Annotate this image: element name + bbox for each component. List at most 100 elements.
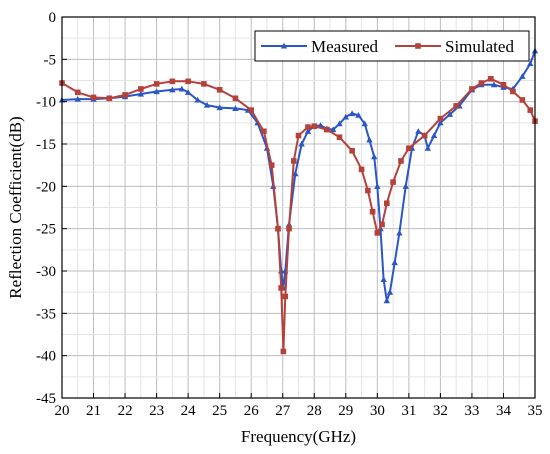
data-point xyxy=(349,147,355,154)
x-tick-label: 28 xyxy=(307,403,322,419)
x-tick-label: 25 xyxy=(212,403,227,419)
data-point xyxy=(469,86,475,92)
data-point xyxy=(106,95,113,102)
y-tick-label: -20 xyxy=(36,179,56,195)
data-point xyxy=(278,285,284,291)
data-point xyxy=(74,89,81,96)
data-point xyxy=(324,126,330,133)
series-layer xyxy=(58,47,539,355)
y-axis-title: Reflection Coefficient(dB) xyxy=(6,116,25,298)
data-point xyxy=(304,128,312,134)
data-point xyxy=(342,113,349,120)
data-point xyxy=(383,200,390,207)
data-point xyxy=(446,111,454,117)
data-point xyxy=(184,89,192,95)
data-point xyxy=(194,96,201,103)
data-point xyxy=(153,81,160,87)
data-point xyxy=(355,112,362,118)
data-point xyxy=(386,288,394,295)
x-tick-label: 26 xyxy=(244,403,260,419)
data-point xyxy=(374,183,381,189)
x-tick-label: 31 xyxy=(401,403,416,419)
data-point xyxy=(336,120,343,127)
x-tick-label: 30 xyxy=(370,403,385,419)
data-point xyxy=(138,86,144,92)
data-point xyxy=(232,105,239,111)
x-tick-label: 29 xyxy=(338,403,353,419)
legend-item-simulated: Simulated xyxy=(395,37,514,56)
x-axis-title: Frequency(GHz) xyxy=(241,427,356,446)
y-tick-label: 0 xyxy=(49,10,57,26)
data-point xyxy=(488,76,494,82)
data-point xyxy=(248,107,254,113)
data-point xyxy=(380,276,387,283)
axis-ticks: 20 21 22 23 24 25 26 27 28 29 30 31 32 33 34 35 0 -5 -10 -1… xyxy=(36,10,543,419)
data-point xyxy=(519,73,526,79)
x-tick-label: 20 xyxy=(55,403,70,419)
data-point xyxy=(74,95,81,102)
data-point xyxy=(203,101,211,108)
data-point xyxy=(370,153,378,160)
data-point xyxy=(298,140,305,147)
x-tick-label: 35 xyxy=(528,403,543,419)
data-point xyxy=(402,183,409,189)
data-point xyxy=(336,134,343,141)
y-tick-label: -5 xyxy=(44,52,57,68)
data-point xyxy=(305,124,311,130)
x-tick-label: 23 xyxy=(149,403,164,419)
data-point xyxy=(232,95,239,102)
data-point xyxy=(275,225,281,232)
data-point xyxy=(280,42,288,49)
data-point xyxy=(169,86,176,93)
data-point xyxy=(519,97,526,103)
data-point xyxy=(280,348,287,355)
data-point xyxy=(185,78,191,85)
data-point xyxy=(510,88,516,95)
x-tick-label: 24 xyxy=(181,403,197,419)
data-point xyxy=(527,107,534,113)
data-point xyxy=(153,88,160,95)
data-point xyxy=(122,92,128,98)
x-tick-label: 32 xyxy=(433,403,448,419)
data-point xyxy=(216,104,223,111)
data-point xyxy=(478,80,485,86)
data-point xyxy=(261,128,267,135)
data-point xyxy=(424,145,431,151)
data-point xyxy=(268,162,275,168)
data-point xyxy=(365,187,371,194)
data-point xyxy=(290,158,297,164)
data-point xyxy=(366,136,373,143)
data-point xyxy=(169,78,176,85)
data-point xyxy=(396,229,403,236)
legend: Measured Simulated xyxy=(254,30,530,62)
data-point xyxy=(295,132,302,139)
series-simulated xyxy=(59,76,538,355)
data-point xyxy=(282,293,289,300)
plot-frame xyxy=(61,16,536,399)
data-point xyxy=(286,225,292,232)
data-point xyxy=(490,81,498,88)
x-tick-label: 27 xyxy=(275,403,291,419)
data-point xyxy=(437,119,444,126)
legend-label: Measured xyxy=(311,37,379,56)
data-point xyxy=(430,132,438,139)
y-tick-label: -10 xyxy=(36,95,56,111)
data-point xyxy=(361,120,368,127)
data-point xyxy=(201,81,207,87)
data-point xyxy=(527,60,534,67)
data-point xyxy=(421,132,428,139)
y-tick-label: -45 xyxy=(36,391,56,407)
x-tick-label: 22 xyxy=(118,403,133,419)
data-point xyxy=(453,103,459,109)
data-point xyxy=(369,208,376,215)
y-tick-label: -40 xyxy=(36,349,56,365)
y-tick-label: -15 xyxy=(36,137,56,153)
data-point xyxy=(398,158,404,164)
data-point xyxy=(329,126,337,133)
data-point xyxy=(358,166,365,173)
data-point xyxy=(500,81,507,88)
data-point xyxy=(406,145,412,152)
data-point xyxy=(348,110,356,117)
data-point xyxy=(379,221,385,228)
